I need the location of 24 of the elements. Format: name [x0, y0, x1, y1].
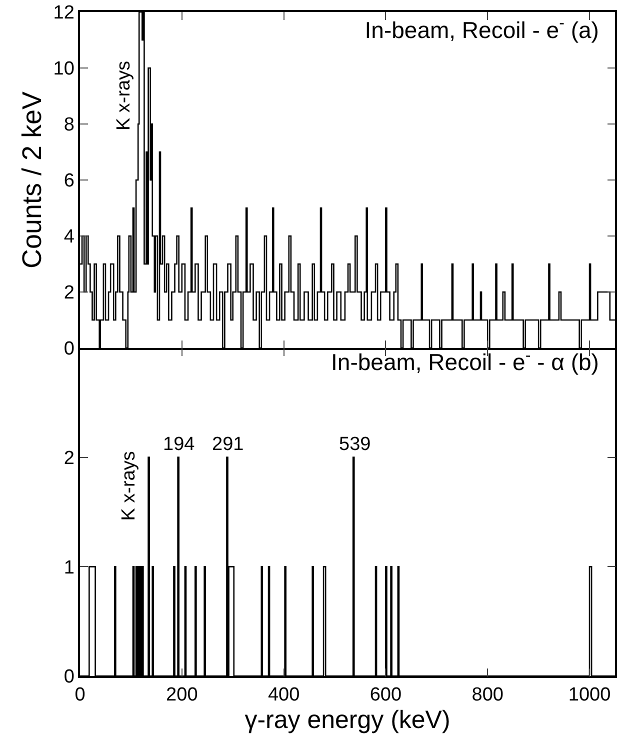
y-tick-label: 2 [64, 448, 74, 469]
annotation: 194 [163, 434, 196, 455]
chart-title: In-beam, Recoil - e$^{-}$ - α (b) [331, 346, 599, 376]
y-axis-title: Counts / 2 keV [16, 91, 47, 269]
y-tick-label: 0 [64, 338, 74, 360]
y-tick-label: 12 [53, 2, 74, 24]
y-tick-label: 4 [64, 226, 75, 248]
chart-title: In-beam, Recoil - e$^{-}$ (a) [364, 14, 599, 43]
x-axis-title: γ-ray energy (keV) [244, 706, 450, 734]
y-tick-label: 0 [64, 666, 74, 688]
annotation: 539 [339, 434, 371, 455]
y-tick-label: 8 [64, 114, 74, 136]
annotation: 291 [212, 434, 244, 455]
annotation: K x-rays [114, 60, 135, 131]
x-tick-label: 1000 [568, 684, 611, 706]
y-tick-label: 6 [64, 170, 74, 192]
x-tick-label: 200 [166, 684, 198, 706]
x-tick-label: 400 [268, 684, 300, 706]
x-tick-label: 800 [472, 684, 504, 706]
y-tick-label: 1 [64, 557, 74, 578]
annotation: K x-rays [118, 451, 140, 521]
x-tick-label: 600 [370, 684, 402, 706]
y-tick-label: 10 [53, 58, 74, 80]
y-tick-label: 2 [64, 282, 74, 304]
